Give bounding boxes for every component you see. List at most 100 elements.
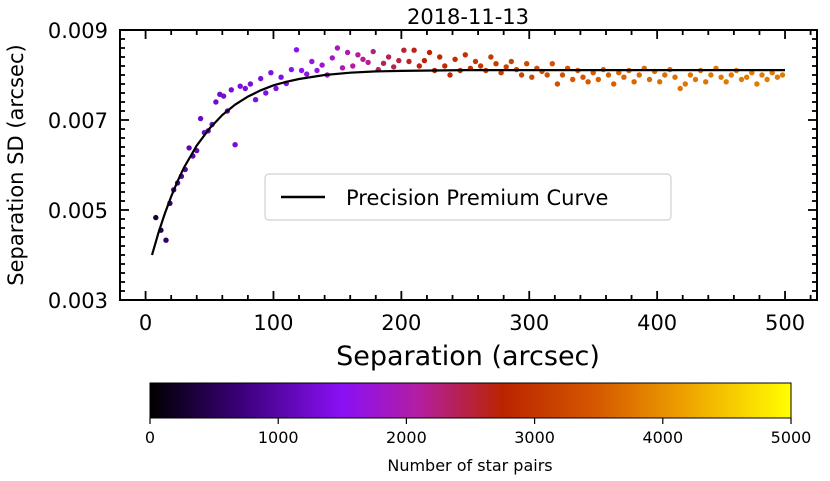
data-point xyxy=(153,214,159,221)
data-point xyxy=(605,72,612,78)
data-point xyxy=(411,47,417,53)
data-point xyxy=(524,61,530,67)
data-point xyxy=(228,87,234,93)
data-point xyxy=(764,76,770,83)
data-point xyxy=(360,56,366,62)
data-point xyxy=(570,76,576,83)
data-point xyxy=(754,81,760,87)
y-tick-label: 0.003 xyxy=(48,289,108,313)
colorbar-tick-label: 4000 xyxy=(642,428,683,447)
data-point xyxy=(391,64,397,70)
data-point xyxy=(447,72,453,78)
data-point xyxy=(263,90,269,96)
data-point xyxy=(595,76,601,83)
data-point xyxy=(293,47,300,53)
data-point xyxy=(779,72,786,78)
data-point xyxy=(197,115,204,122)
data-point xyxy=(452,56,458,62)
colorbar-tick-label: 2000 xyxy=(386,428,427,447)
colorbar xyxy=(149,382,792,419)
data-point xyxy=(309,58,315,65)
data-point xyxy=(288,66,295,73)
colorbar-ticks: 0 1000 2000 3000 4000 5000 xyxy=(145,418,811,447)
chart-title: 2018-11-13 xyxy=(407,5,529,29)
data-point xyxy=(621,74,627,80)
legend-label: Precision Premium Curve xyxy=(346,186,608,210)
data-point xyxy=(616,70,622,76)
data-point xyxy=(749,70,755,76)
data-point xyxy=(220,93,227,99)
data-point xyxy=(339,65,346,71)
y-tick-label: 0.007 xyxy=(48,109,108,133)
x-axis-label: Separation (arcsec) xyxy=(336,341,600,372)
data-point xyxy=(355,52,361,58)
data-point xyxy=(718,74,724,80)
data-point xyxy=(708,72,714,78)
x-tick-label: 200 xyxy=(381,311,421,335)
x-tick-label: 400 xyxy=(637,311,677,335)
data-point xyxy=(518,72,525,78)
data-point xyxy=(437,54,443,60)
data-point xyxy=(585,79,591,85)
data-point xyxy=(544,72,550,78)
y-axis-label: Separation SD (arcsec) xyxy=(4,44,28,285)
y-tick-label: 0.009 xyxy=(48,19,108,43)
data-point xyxy=(503,64,509,70)
data-point xyxy=(252,97,259,103)
data-point xyxy=(728,72,734,78)
data-point xyxy=(472,58,479,65)
data-point xyxy=(258,75,264,82)
data-point xyxy=(401,47,407,53)
data-point xyxy=(237,83,243,89)
data-point xyxy=(738,76,745,83)
data-point xyxy=(769,70,775,76)
data-point xyxy=(334,45,341,51)
data-point xyxy=(304,71,310,77)
data-point xyxy=(344,49,351,56)
data-point xyxy=(662,72,668,78)
data-point xyxy=(421,57,428,64)
data-point xyxy=(213,99,219,105)
data-point xyxy=(493,61,499,67)
data-point xyxy=(687,72,694,78)
colorbar-tick-label: 0 xyxy=(145,428,155,447)
colorbar-tick-label: 1000 xyxy=(258,428,299,447)
data-point xyxy=(314,67,320,74)
legend: Precision Premium Curve xyxy=(264,173,672,221)
data-point xyxy=(385,54,392,60)
data-point xyxy=(488,54,494,60)
x-axis-ticks: 0 100 200 300 400 500 xyxy=(139,30,812,335)
y-axis-ticks: 0.003 0.005 0.007 0.009 xyxy=(48,19,817,313)
colorbar-label: Number of star pairs xyxy=(387,456,552,475)
data-point xyxy=(278,74,284,80)
data-point xyxy=(416,63,422,69)
data-point xyxy=(370,48,376,55)
data-point xyxy=(672,74,678,80)
data-point xyxy=(682,81,688,87)
data-point xyxy=(559,72,566,78)
data-point xyxy=(759,72,765,78)
data-point xyxy=(611,81,617,87)
data-point xyxy=(462,52,468,58)
data-point xyxy=(744,74,750,80)
colorbar-tick-label: 3000 xyxy=(514,428,555,447)
data-point xyxy=(406,58,412,65)
data-point xyxy=(508,58,514,65)
data-point xyxy=(692,76,699,83)
x-tick-label: 100 xyxy=(253,311,293,335)
data-point xyxy=(774,74,781,80)
data-point xyxy=(380,60,387,66)
data-point xyxy=(442,63,448,69)
data-point xyxy=(677,85,683,92)
legend-box xyxy=(264,173,672,221)
data-point xyxy=(529,74,535,80)
data-point xyxy=(703,79,709,85)
data-point xyxy=(186,145,192,151)
data-point xyxy=(636,72,642,78)
data-point xyxy=(329,55,335,61)
data-point xyxy=(631,79,637,85)
x-tick-label: 300 xyxy=(509,311,549,335)
data-point xyxy=(242,85,248,92)
data-point xyxy=(580,74,586,80)
precision-premium-curve xyxy=(150,69,785,256)
